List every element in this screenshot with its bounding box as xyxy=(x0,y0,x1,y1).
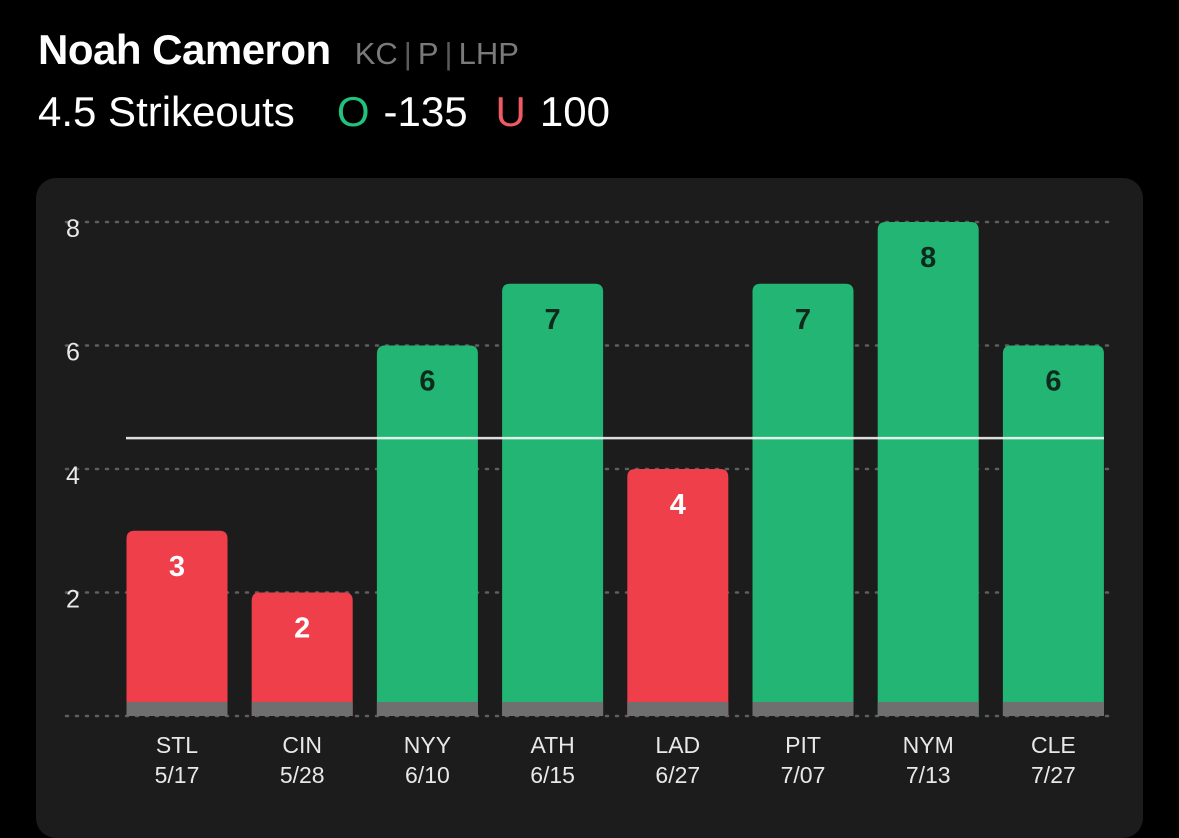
over-odds: -135 xyxy=(383,88,468,135)
player-name: Noah Cameron xyxy=(38,26,331,73)
x-date-label: 7/27 xyxy=(1031,762,1076,788)
bar-cle xyxy=(1002,345,1104,716)
bar-nyy xyxy=(376,345,478,716)
x-category-label: LAD xyxy=(655,732,700,758)
bar-value-label: 2 xyxy=(294,613,310,645)
under-odds-button[interactable]: U 100 xyxy=(496,88,610,136)
y-tick-label: 4 xyxy=(66,462,80,490)
bar-base-stub xyxy=(627,702,729,716)
bar-value-label: 6 xyxy=(419,366,435,398)
x-category-label: STL xyxy=(156,732,198,758)
title-row: Noah Cameron KC | P | LHP xyxy=(38,26,1141,74)
x-category-label: CIN xyxy=(282,732,322,758)
header: Noah Cameron KC | P | LHP 4.5 Strikeouts… xyxy=(38,26,1141,136)
x-category-label: ATH xyxy=(530,732,574,758)
strikeout-bar-chart: 2 4 6 8 3 STL 5/17 2 CIN 5/28 6 NYY 6/10 7 ATH 6/15 4 LAD… xyxy=(64,215,1116,788)
bar-base-stub xyxy=(251,702,353,716)
bar-value-label: 4 xyxy=(670,489,686,521)
bar-base-stub xyxy=(877,702,979,716)
bar-ath xyxy=(502,283,604,716)
x-category-label: NYM xyxy=(903,732,954,758)
bar-value-label: 7 xyxy=(545,304,561,336)
x-date-label: 6/15 xyxy=(530,762,575,788)
bar-base-stub xyxy=(1002,702,1104,716)
bar-cin xyxy=(251,592,353,716)
bar-value-label: 8 xyxy=(920,242,936,274)
bar-stl xyxy=(126,530,228,716)
position: P xyxy=(417,36,439,71)
over-odds-button[interactable]: O -135 xyxy=(337,88,468,136)
prop-line-row: 4.5 Strikeouts O -135 U 100 xyxy=(38,88,1141,136)
team-abbr: KC xyxy=(354,36,398,71)
x-category-label: NYY xyxy=(404,732,451,758)
x-date-label: 5/17 xyxy=(155,762,200,788)
bar-base-stub xyxy=(752,702,854,716)
y-tick-label: 8 xyxy=(66,215,80,243)
over-label: O xyxy=(336,88,370,135)
bar-lad xyxy=(627,469,729,716)
x-date-label: 6/10 xyxy=(405,762,450,788)
bar-nym xyxy=(877,222,979,716)
y-tick-label: 2 xyxy=(66,586,80,614)
x-date-label: 7/13 xyxy=(906,762,951,788)
bar-value-label: 3 xyxy=(169,551,185,583)
x-date-label: 6/27 xyxy=(655,762,700,788)
bar-value-label: 7 xyxy=(795,304,811,336)
bar-base-stub xyxy=(376,702,478,716)
under-odds: 100 xyxy=(539,88,610,135)
bar-base-stub xyxy=(502,702,604,716)
bar-pit xyxy=(752,283,854,716)
x-category-label: PIT xyxy=(785,732,821,758)
chart-card: 2 4 6 8 3 STL 5/17 2 CIN 5/28 6 NYY 6/10 7 ATH 6/15 4 LAD… xyxy=(36,178,1143,838)
under-label: U xyxy=(495,88,526,135)
x-date-label: 5/28 xyxy=(280,762,325,788)
x-date-label: 7/07 xyxy=(781,762,826,788)
bar-base-stub xyxy=(126,702,228,716)
y-tick-label: 6 xyxy=(66,339,80,367)
meta-separator: | xyxy=(444,36,453,71)
player-meta: KC | P | LHP xyxy=(355,36,519,72)
handedness: LHP xyxy=(458,36,519,71)
x-category-label: CLE xyxy=(1031,732,1076,758)
meta-separator: | xyxy=(403,36,412,71)
prop-line: 4.5 Strikeouts xyxy=(38,88,295,135)
bar-value-label: 6 xyxy=(1045,366,1061,398)
